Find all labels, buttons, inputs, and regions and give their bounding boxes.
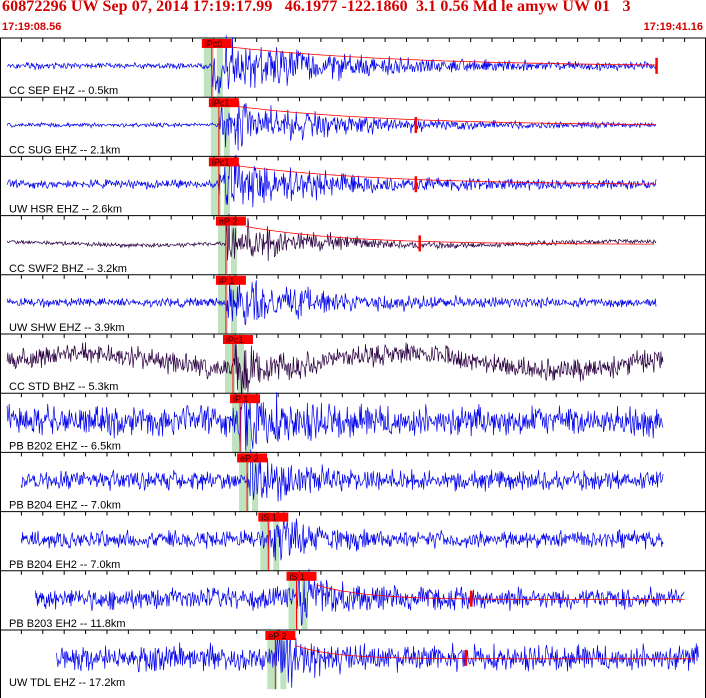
pick-box[interactable]: [208, 157, 239, 167]
coda-decay-curve: [231, 46, 656, 66]
trace-row[interactable]: iPc0 CC SEP EHZ -- 0.5km: [7, 35, 658, 98]
waveform-trace: [20, 449, 664, 502]
waveform-trace: [20, 510, 664, 561]
coda-decay-curve: [295, 645, 696, 660]
p-phase-band: [217, 274, 228, 334]
p-phase-band: [210, 156, 221, 216]
p-phase-band: [239, 452, 250, 512]
trace-row[interactable]: iP 1 PB B202 EHZ -- 6.5km: [6, 392, 664, 453]
waveform-trace: [34, 568, 685, 627]
station-label: PB B203 EH2 -- 11.8km: [9, 618, 126, 630]
station-label: UW TDL EHZ -- 17.2km: [9, 677, 125, 689]
p-phase-band: [217, 215, 228, 275]
coda-decay-curve: [316, 584, 685, 600]
trace-row[interactable]: iPc1 UW HSR EHZ -- 2.6km: [6, 154, 657, 216]
pick-label: eP 2: [219, 217, 237, 227]
station-label: PB B204 EHZ -- 7.0km: [9, 500, 121, 512]
pick-label: iPc1: [212, 157, 230, 167]
p-phase-band: [210, 97, 221, 157]
station-label: PB B202 EHZ -- 6.5km: [9, 440, 121, 452]
coda-decay-curve: [245, 226, 654, 245]
event-header: 60872296 UW Sep 07, 2014 17:19:17.99 46.…: [0, 0, 706, 36]
waveform-trace: [56, 629, 699, 688]
s-phase-band: [273, 511, 280, 571]
pick-label: iP 1: [219, 276, 234, 286]
pick-box[interactable]: [258, 512, 289, 522]
pick-box[interactable]: [237, 453, 268, 463]
station-label: PB B204 EH2 -- 7.0km: [9, 559, 120, 571]
waveform-trace: [6, 335, 664, 403]
trace-row[interactable]: iS 1 PB B204 EH2 -- 7.0km: [9, 510, 664, 571]
station-label: CC STD BHZ -- 5.3km: [9, 381, 118, 393]
trace-row[interactable]: iS 1 PB B203 EH2 -- 11.8km: [9, 568, 685, 630]
p-phase-band: [224, 334, 235, 394]
event-title: 60872296 UW Sep 07, 2014 17:19:17.99 46.…: [2, 0, 631, 15]
coda-decay-curve: [238, 106, 655, 125]
pick-label: iPc0: [205, 39, 223, 49]
pick-label: iS 1: [261, 513, 277, 523]
p-phase-band: [260, 511, 271, 571]
pick-box[interactable]: [208, 98, 239, 108]
pick-box[interactable]: [201, 39, 232, 48]
trace-row[interactable]: iPc1 CC STD BHZ -- 5.3km: [6, 335, 664, 403]
waveform-trace: [6, 392, 664, 453]
traces-layer: iPc0 CC SEP EHZ -- 0.5km iPc1 CC SUG EHZ --…: [6, 35, 699, 690]
s-phase-band: [223, 156, 230, 216]
s-phase-band: [252, 452, 259, 512]
p-phase-band: [288, 570, 299, 630]
pick-box[interactable]: [265, 631, 296, 640]
pick-box[interactable]: [222, 335, 253, 344]
trace-row[interactable]: iPc1 CC SUG EHZ -- 2.1km: [6, 98, 657, 157]
pick-label: eP 2: [268, 631, 286, 641]
pick-label: iP 1: [233, 394, 248, 404]
waveform-trace: [6, 154, 657, 208]
station-label: CC SUG EHZ -- 2.1km: [9, 144, 120, 156]
time-end-label: 17:19:41.16: [643, 21, 703, 33]
coda-decay-curve: [238, 165, 655, 185]
pick-box[interactable]: [215, 216, 246, 226]
trace-row[interactable]: eP 2 PB B204 EHZ -- 7.0km: [9, 449, 664, 512]
pick-label: iS 1: [290, 572, 306, 582]
trace-row[interactable]: eP 2 CC SWF2 BHZ -- 3.2km: [6, 213, 657, 275]
s-phase-band: [216, 38, 223, 98]
waveform-trace: [6, 273, 657, 326]
pick-box[interactable]: [215, 275, 246, 285]
trace-row[interactable]: iP 1 UW SHW EHZ -- 3.9km: [6, 273, 657, 334]
trace-grid: [0, 37, 706, 698]
trace-row[interactable]: eP 2 UW TDL EHZ -- 17.2km: [9, 629, 699, 690]
pick-label: iPc1: [226, 335, 244, 345]
pick-box[interactable]: [230, 394, 261, 404]
station-label: CC SWF2 BHZ -- 3.2km: [9, 263, 127, 275]
waveform-trace: [6, 213, 657, 262]
s-phase-band: [237, 334, 244, 394]
station-label: UW SHW EHZ -- 3.9km: [9, 322, 125, 334]
pick-box[interactable]: [286, 571, 317, 581]
pick-label: eP 2: [240, 453, 258, 463]
pick-label: iPc1: [212, 98, 230, 108]
s-phase-band: [223, 97, 230, 157]
time-start-label: 17:19:08.56: [2, 21, 62, 33]
waveform-trace: [6, 101, 657, 151]
waveform-trace: [7, 35, 657, 94]
station-label: UW HSR EHZ -- 2.6km: [9, 204, 122, 216]
p-phase-band: [232, 393, 243, 453]
station-label: CC SEP EHZ -- 0.5km: [9, 85, 118, 97]
